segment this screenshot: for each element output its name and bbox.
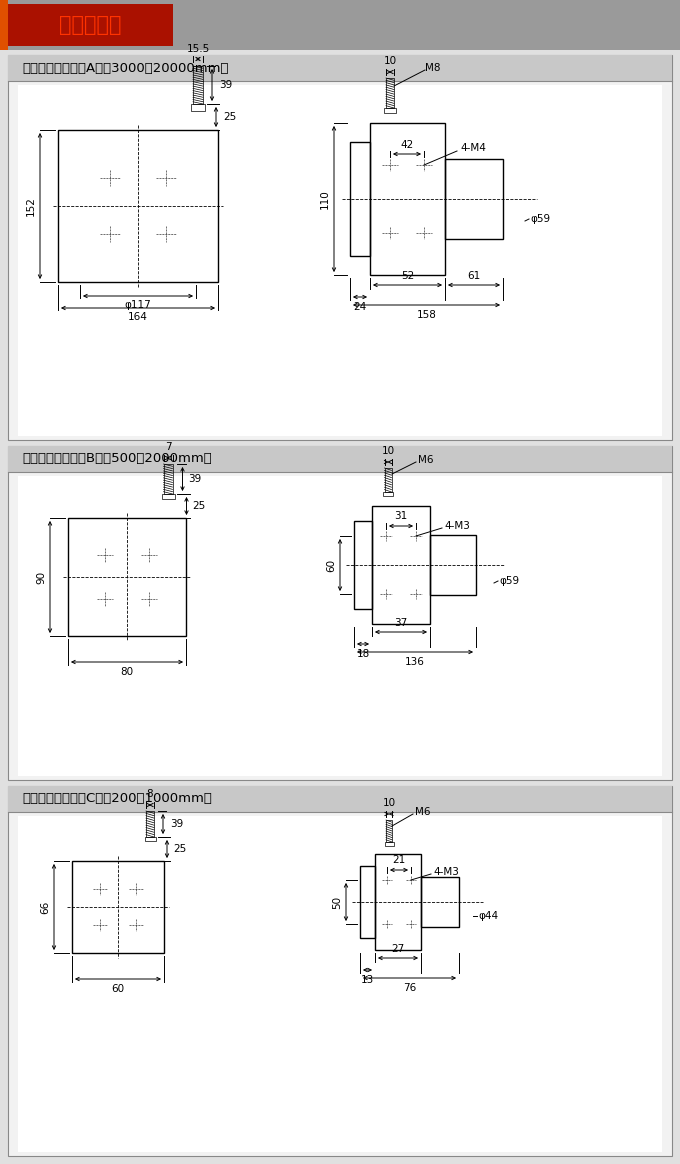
Text: 50: 50 [332,895,342,909]
Bar [445,159,503,239]
Text: φ59: φ59 [499,576,519,585]
Bar [68,518,186,636]
Text: 25: 25 [173,844,186,854]
Bar [386,819,392,842]
Text: 4-M4: 4-M4 [460,143,486,152]
Bar [18,85,662,436]
Bar [163,464,173,494]
Text: 拉钢索式结构（小C型：200－1000mm）: 拉钢索式结构（小C型：200－1000mm） [22,793,212,805]
Text: 13: 13 [361,975,374,985]
Bar [360,866,375,938]
Bar [384,468,392,492]
Text: 52: 52 [401,271,414,281]
Text: 42: 42 [401,140,413,150]
Text: 158: 158 [417,310,437,320]
Text: 37: 37 [394,618,407,629]
Text: 10: 10 [382,799,396,808]
Text: φ44: φ44 [478,911,498,921]
Bar [8,55,672,440]
Text: 7: 7 [165,442,171,452]
Bar [421,876,459,927]
Bar [384,108,396,113]
Text: 拉钢索式结构（中B型：500－2000mm）: 拉钢索式结构（中B型：500－2000mm） [22,453,211,466]
Text: 152: 152 [26,196,36,217]
Bar [58,130,218,282]
Bar [8,55,672,81]
Text: 4-M3: 4-M3 [433,867,459,876]
Bar [191,104,205,111]
Bar [8,446,672,780]
Bar [375,854,421,950]
Text: 66: 66 [40,901,50,914]
Text: 60: 60 [112,984,124,994]
Text: 27: 27 [392,944,405,954]
Bar [354,520,372,609]
Bar [0,0,680,50]
Text: 80: 80 [120,667,133,677]
Text: 76: 76 [403,984,416,993]
Text: 60: 60 [326,559,336,572]
Text: 110: 110 [320,189,330,208]
Text: 拉钢索式结构（大A型：3000－20000mm）: 拉钢索式结构（大A型：3000－20000mm） [22,62,228,74]
Bar [162,494,175,499]
Text: M6: M6 [418,455,434,464]
Text: 61: 61 [467,271,481,281]
Bar [18,816,662,1152]
Text: φ117: φ117 [124,300,152,310]
Text: 10: 10 [384,56,396,66]
Bar [384,842,394,846]
Bar [146,811,154,837]
Bar [383,492,393,496]
Text: φ59: φ59 [530,214,550,223]
Bar [350,142,370,256]
Bar [193,66,203,104]
Text: 21: 21 [392,856,406,865]
Text: 25: 25 [223,112,236,122]
Text: M8: M8 [425,63,441,73]
Bar [8,3,173,47]
Text: 18: 18 [356,650,370,659]
Text: 15.5: 15.5 [186,44,209,54]
Text: 安装示意图: 安装示意图 [58,15,121,35]
Bar [8,786,672,812]
Bar [144,837,156,842]
Bar [18,476,662,776]
Text: 31: 31 [394,511,407,521]
Text: 24: 24 [354,301,367,312]
Bar [72,861,164,953]
Text: M6: M6 [415,807,430,817]
Text: 39: 39 [219,80,233,90]
Bar [0,0,8,50]
Bar [8,446,672,471]
Text: 25: 25 [192,501,206,511]
Text: 10: 10 [381,446,394,456]
Bar [386,78,394,108]
Bar [430,535,476,595]
Text: 136: 136 [405,656,425,667]
Text: 4-M3: 4-M3 [444,521,470,531]
Text: 39: 39 [188,474,202,484]
Text: 8: 8 [147,789,153,799]
Bar [370,123,445,275]
Bar [8,786,672,1156]
Bar [372,506,430,624]
Text: 164: 164 [128,312,148,322]
Text: 39: 39 [170,819,183,829]
Text: 90: 90 [36,570,46,583]
